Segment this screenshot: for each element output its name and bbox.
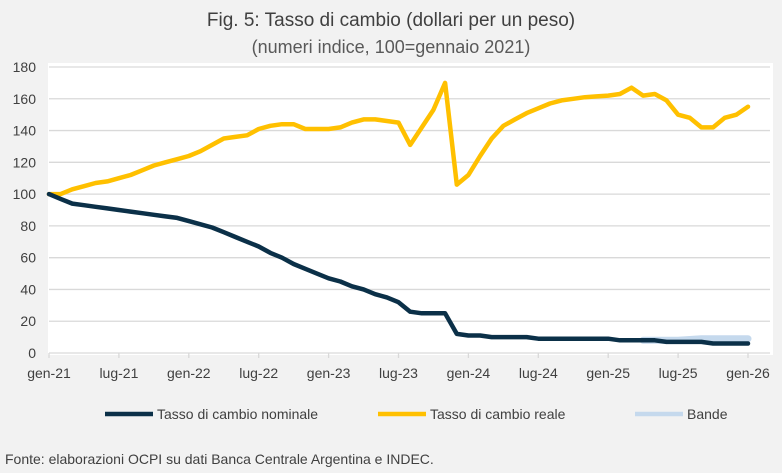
x-tick-label: gen-26 [726,365,770,381]
series-line-nominale [46,191,751,346]
x-tick-label: gen-23 [307,365,351,381]
y-tick-label: 180 [13,59,37,75]
legend-label: Tasso di cambio reale [430,406,566,422]
legend-label: Bande [687,406,728,422]
series-line-reale [46,80,751,197]
y-tick-label: 160 [13,91,37,107]
x-tick-label: lug-22 [239,365,278,381]
y-tick-label: 80 [20,218,36,234]
chart-title: Fig. 5: Tasso di cambio (dollari per un … [206,10,576,31]
x-tick-label: lug-21 [99,365,138,381]
x-tick-label: gen-22 [167,365,211,381]
plot-area [48,63,773,355]
y-tick-label: 140 [13,123,37,139]
y-tick-label: 0 [28,345,36,361]
x-tick-label: lug-23 [379,365,418,381]
y-tick-label: 20 [20,313,36,329]
x-tick-label: gen-25 [586,365,630,381]
y-tick-label: 120 [13,154,37,170]
y-tick-label: 40 [20,281,36,297]
x-tick-label: lug-24 [519,365,558,381]
x-tick-label: lug-25 [659,365,698,381]
chart-subtitle: (numeri indice, 100=gennaio 2021) [251,37,531,57]
legend-label: Tasso di cambio nominale [157,406,318,422]
footnote: Fonte: elaborazioni OCPI su dati Banca C… [5,451,434,467]
x-tick-label: gen-24 [447,365,491,381]
x-tick-label: gen-21 [27,365,71,381]
y-tick-label: 60 [20,250,36,266]
y-tick-label: 100 [13,186,37,202]
